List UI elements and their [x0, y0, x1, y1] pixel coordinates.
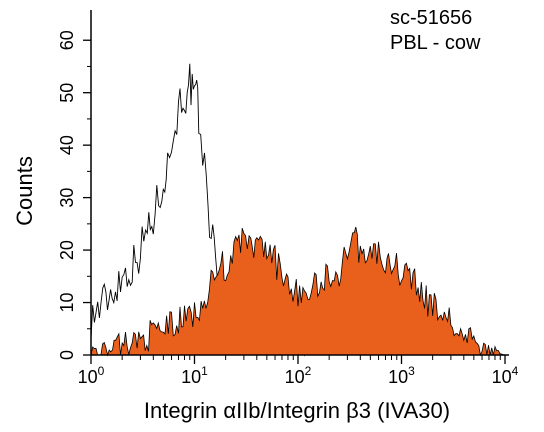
- axes-layer: [90, 10, 509, 356]
- x-tick-label: 100: [78, 364, 105, 387]
- y-tick-label: 0: [57, 350, 77, 360]
- x-axis-label: Integrin αIIb/Integrin β3 (IVA30): [144, 398, 450, 423]
- y-tick-label: 50: [57, 83, 77, 103]
- x-tick-label: 101: [181, 364, 208, 387]
- x-tick-label: 102: [285, 364, 312, 387]
- y-tick-label: 10: [57, 293, 77, 313]
- y-tick-label: 20: [57, 240, 77, 260]
- y-tick-label: 40: [57, 135, 77, 155]
- x-tick-label: 104: [492, 364, 519, 387]
- series-filled-histogram: [90, 226, 506, 357]
- y-tick-label: 30: [57, 188, 77, 208]
- x-tick-label: 103: [388, 364, 415, 387]
- series-layer: [90, 63, 506, 357]
- tick-layer: 0 10 20 30 40 50 60 100 101 102 103 104: [57, 30, 519, 387]
- annotation-catalog-number: sc-51656: [390, 7, 472, 29]
- annotation-sample: PBL - cow: [390, 32, 481, 54]
- y-tick-label: 60: [57, 30, 77, 50]
- y-axis-label: Counts: [12, 156, 37, 226]
